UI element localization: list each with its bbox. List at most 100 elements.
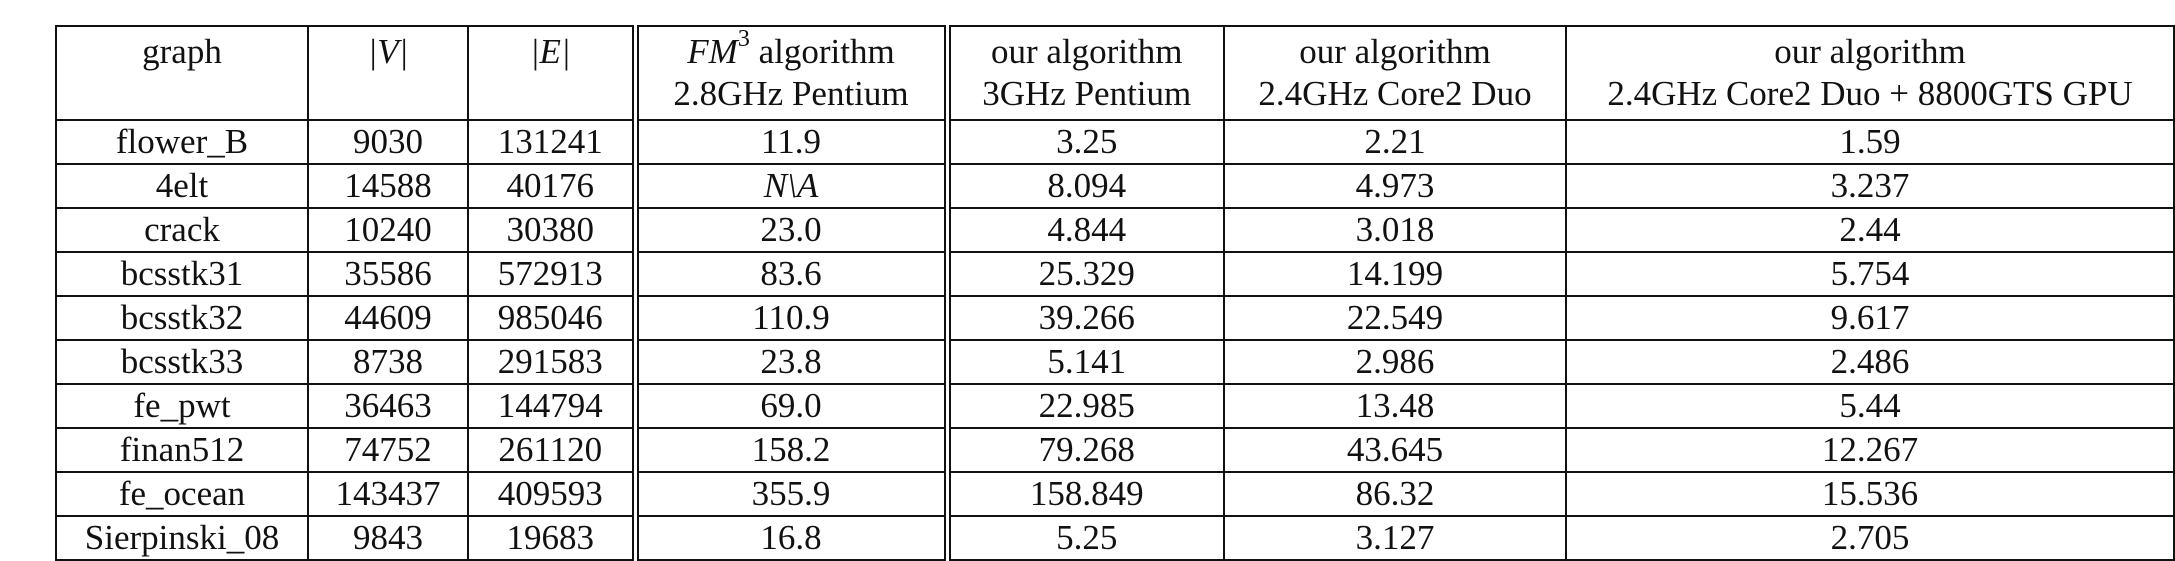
cell-core2-time: 3.018 (1223, 207, 1567, 253)
cell-pentium-time: 79.268 (943, 427, 1225, 473)
header-ours-core2-platform: 2.4GHz Core2 Duo (1258, 74, 1532, 113)
cell-gpu-time: 3.237 (1565, 163, 2175, 209)
table-row: finan512 74752 261120 158.2 79.268 43.64… (55, 427, 2175, 473)
cell-fm3-time: 83.6 (631, 251, 948, 297)
header-fm3-platform: 2.8GHz Pentium (673, 74, 909, 113)
cell-vertices: 44609 (307, 295, 469, 341)
cell-vertices: 9843 (307, 515, 469, 561)
header-ours-gpu-title: our algorithm (1774, 32, 1966, 71)
cell-edges: 131241 (467, 119, 636, 165)
header-fm3-sup: 3 (737, 26, 750, 53)
cell-fm3-time: 158.2 (631, 427, 948, 473)
header-vertex-count-label: |V| (367, 32, 409, 71)
cell-core2-time: 14.199 (1223, 251, 1567, 297)
cell-pentium-time: 8.094 (943, 163, 1225, 209)
header-ours-pentium-platform: 3GHz Pentium (982, 74, 1192, 113)
table-header: graph |V| |E| FM3 algorithm 2.8GHz Penti… (55, 25, 2175, 121)
header-fm3: FM3 algorithm 2.8GHz Pentium (631, 25, 948, 121)
cell-graph: crack (55, 207, 309, 253)
table-body: flower_B 9030 131241 11.9 3.25 2.21 1.59… (55, 119, 2175, 561)
cell-fm3-time: 11.9 (631, 119, 948, 165)
cell-pentium-time: 5.141 (943, 339, 1225, 385)
cell-pentium-time: 4.844 (943, 207, 1225, 253)
cell-fm3-time: 23.0 (631, 207, 948, 253)
cell-pentium-time: 3.25 (943, 119, 1225, 165)
cell-graph: bcsstk33 (55, 339, 309, 385)
cell-core2-time: 22.549 (1223, 295, 1567, 341)
cell-pentium-time: 5.25 (943, 515, 1225, 561)
header-ours-pentium: our algorithm 3GHz Pentium (943, 25, 1225, 121)
cell-gpu-time: 5.754 (1565, 251, 2175, 297)
header-ours-core2: our algorithm 2.4GHz Core2 Duo (1223, 25, 1567, 121)
cell-core2-time: 86.32 (1223, 471, 1567, 517)
cell-core2-time: 4.973 (1223, 163, 1567, 209)
table-row: flower_B 9030 131241 11.9 3.25 2.21 1.59 (55, 119, 2175, 165)
cell-vertices: 14588 (307, 163, 469, 209)
cell-vertices: 36463 (307, 383, 469, 429)
cell-edges: 985046 (467, 295, 636, 341)
table-row: fe_pwt 36463 144794 69.0 22.985 13.48 5.… (55, 383, 2175, 429)
header-edge-count: |E| (467, 25, 636, 121)
cell-edges: 261120 (467, 427, 636, 473)
header-ours-core2-title: our algorithm (1299, 32, 1491, 71)
header-row: graph |V| |E| FM3 algorithm 2.8GHz Penti… (55, 25, 2175, 121)
cell-fm3-time: 110.9 (631, 295, 948, 341)
cell-edges: 40176 (467, 163, 636, 209)
header-fm3-rest: algorithm (749, 32, 895, 71)
cell-pentium-time: 158.849 (943, 471, 1225, 517)
cell-graph: bcsstk32 (55, 295, 309, 341)
table-row: bcsstk31 35586 572913 83.6 25.329 14.199… (55, 251, 2175, 297)
header-ours-gpu: our algorithm 2.4GHz Core2 Duo + 8800GTS… (1565, 25, 2175, 121)
cell-graph: fe_pwt (55, 383, 309, 429)
cell-vertices: 143437 (307, 471, 469, 517)
header-graph: graph (55, 25, 309, 121)
results-table: graph |V| |E| FM3 algorithm 2.8GHz Penti… (55, 25, 2175, 561)
cell-graph: flower_B (55, 119, 309, 165)
table-row: crack 10240 30380 23.0 4.844 3.018 2.44 (55, 207, 2175, 253)
header-edge-count-label: |E| (529, 32, 571, 71)
cell-edges: 19683 (467, 515, 636, 561)
cell-fm3-time: 23.8 (631, 339, 948, 385)
cell-gpu-time: 9.617 (1565, 295, 2175, 341)
table-row: bcsstk33 8738 291583 23.8 5.141 2.986 2.… (55, 339, 2175, 385)
cell-fm3-time: 355.9 (631, 471, 948, 517)
cell-vertices: 8738 (307, 339, 469, 385)
cell-edges: 30380 (467, 207, 636, 253)
cell-vertices: 10240 (307, 207, 469, 253)
table-row: bcsstk32 44609 985046 110.9 39.266 22.54… (55, 295, 2175, 341)
cell-vertices: 35586 (307, 251, 469, 297)
cell-core2-time: 2.986 (1223, 339, 1567, 385)
cell-graph: fe_ocean (55, 471, 309, 517)
cell-pentium-time: 25.329 (943, 251, 1225, 297)
cell-gpu-time: 1.59 (1565, 119, 2175, 165)
cell-fm3-time: 16.8 (631, 515, 948, 561)
cell-edges: 409593 (467, 471, 636, 517)
header-fm3-title: FM3 algorithm (639, 27, 944, 73)
cell-graph: 4elt (55, 163, 309, 209)
cell-edges: 572913 (467, 251, 636, 297)
cell-pentium-time: 22.985 (943, 383, 1225, 429)
cell-graph: bcsstk31 (55, 251, 309, 297)
cell-core2-time: 43.645 (1223, 427, 1567, 473)
header-ours-gpu-platform: 2.4GHz Core2 Duo + 8800GTS GPU (1607, 74, 2133, 113)
header-vertex-count: |V| (307, 25, 469, 121)
table-row: 4elt 14588 40176 N\A 8.094 4.973 3.237 (55, 163, 2175, 209)
cell-gpu-time: 5.44 (1565, 383, 2175, 429)
cell-gpu-time: 2.44 (1565, 207, 2175, 253)
cell-core2-time: 2.21 (1223, 119, 1567, 165)
cell-gpu-time: 2.705 (1565, 515, 2175, 561)
cell-graph: finan512 (55, 427, 309, 473)
cell-gpu-time: 15.536 (1565, 471, 2175, 517)
cell-pentium-time: 39.266 (943, 295, 1225, 341)
cell-vertices: 74752 (307, 427, 469, 473)
header-fm3-math: FM (687, 32, 738, 71)
cell-vertices: 9030 (307, 119, 469, 165)
header-graph-label: graph (142, 32, 222, 71)
cell-gpu-time: 12.267 (1565, 427, 2175, 473)
cell-gpu-time: 2.486 (1565, 339, 2175, 385)
cell-edges: 144794 (467, 383, 636, 429)
cell-fm3-time: 69.0 (631, 383, 948, 429)
header-ours-pentium-title: our algorithm (991, 32, 1183, 71)
table-row: Sierpinski_08 9843 19683 16.8 5.25 3.127… (55, 515, 2175, 561)
cell-core2-time: 13.48 (1223, 383, 1567, 429)
